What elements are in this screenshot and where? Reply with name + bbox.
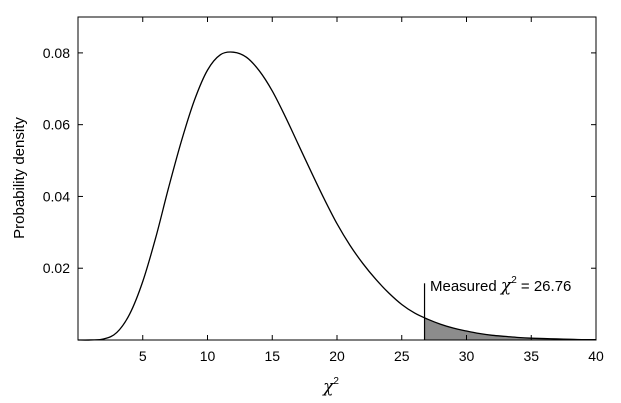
x-axis-ticks: 5 10 15 20 25 30 35 40: [139, 17, 604, 364]
x-axis-label-superscript: 2: [333, 376, 339, 387]
x-tick-label: 5: [139, 348, 147, 364]
y-axis-ticks: 0.02 0.04 0.06 0.08: [43, 45, 596, 276]
shaded-tail-area: [424, 317, 596, 340]
annotation-superscript: 2: [511, 275, 517, 286]
y-tick-label: 0.02: [43, 260, 70, 276]
x-axis-label: χ2: [322, 376, 339, 397]
x-tick-label: 10: [200, 348, 216, 364]
y-tick-label: 0.04: [43, 188, 70, 204]
x-axis-label-symbol: χ: [322, 377, 335, 397]
annotation-symbol: χ: [500, 276, 513, 296]
y-axis-label: Probability density: [11, 117, 28, 239]
x-tick-label: 40: [588, 348, 604, 364]
density-curve: [77, 51, 597, 341]
y-tick-label: 0.08: [43, 45, 70, 61]
y-tick-label: 0.06: [43, 117, 70, 133]
x-tick-label: 35: [523, 348, 539, 364]
x-tick-label: 20: [329, 348, 345, 364]
plot-background: [78, 17, 596, 340]
x-tick-label: 15: [264, 348, 280, 364]
annotation-prefix: Measured: [430, 278, 501, 295]
annotation-suffix: = 26.76: [517, 278, 572, 295]
x-tick-label: 30: [459, 348, 475, 364]
measured-annotation: Measured χ2 = 26.76: [430, 275, 571, 296]
x-tick-label: 25: [394, 348, 410, 364]
